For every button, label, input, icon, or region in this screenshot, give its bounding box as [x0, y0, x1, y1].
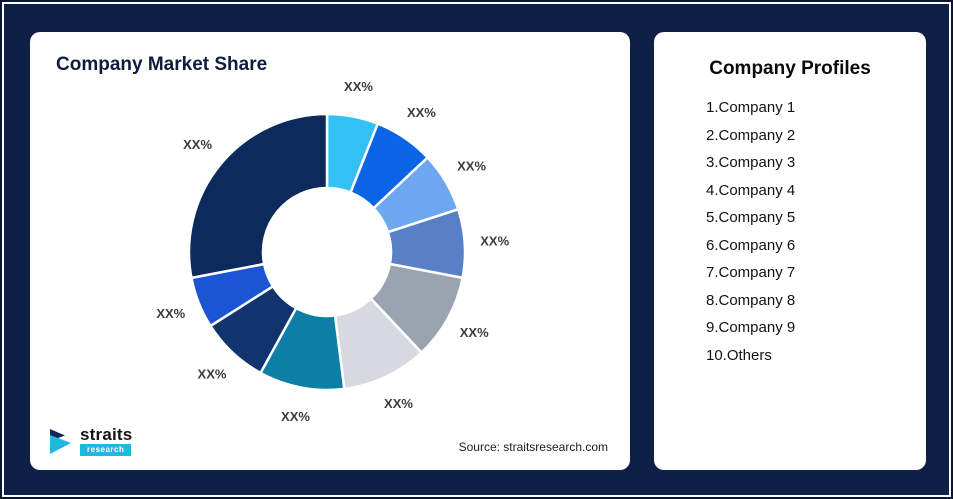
- logo-subtitle: research: [80, 444, 132, 456]
- company-profile-item: 7.Company 7: [706, 264, 796, 281]
- segment-label-1: XX%: [344, 79, 373, 94]
- segment-label-3: XX%: [457, 159, 486, 174]
- segment-label-10: XX%: [183, 137, 212, 152]
- market-share-card: Company Market Share XX% XX% XX% XX% XX% XX% X…: [30, 32, 630, 470]
- source-text: Source: straitsresearch.com: [458, 440, 608, 454]
- logo-brand: straits: [80, 425, 133, 444]
- company-profile-item: 6.Company 6: [706, 236, 796, 254]
- segment-label-8: XX%: [198, 367, 227, 382]
- segment-label-2: XX%: [407, 105, 436, 120]
- company-profile-item: 2.Company 2: [706, 126, 796, 144]
- company-profile-item: 10.Others: [706, 346, 772, 364]
- straits-research-logo: straits research: [50, 426, 132, 456]
- segment-label-4: XX%: [480, 234, 509, 249]
- company-profile-item: 3.Company 3: [706, 154, 796, 171]
- company-profile-item: 8.Company 8: [706, 291, 796, 309]
- company-profiles-card: Company Profiles 1.Company 1 2.Company 2 3…: [654, 32, 926, 470]
- company-profiles-list: 1.Company 1 2.Company 2 3.Company 3 4.Compa…: [654, 94, 926, 369]
- segment-label-7: XX%: [281, 409, 310, 424]
- straits-logo-icon: [50, 429, 71, 454]
- company-profile-item: 4.Company 4: [706, 181, 796, 199]
- logo-text: straits research: [80, 426, 132, 456]
- profiles-title: Company Profiles: [709, 58, 871, 79]
- donut-chart: XX% XX% XX% XX% XX% XX% XX% XX% XX% XX%: [156, 79, 509, 424]
- company-profile-item: 5.Company 5: [706, 209, 796, 226]
- chart-title: Company Market Share: [56, 54, 268, 75]
- company-profile-item: 1.Company 1: [706, 99, 796, 116]
- company-profile-item: 9.Company 9: [706, 319, 796, 336]
- donut-segment-10: [187, 112, 329, 280]
- segment-label-5: XX%: [460, 325, 489, 340]
- segment-label-6: XX%: [384, 396, 413, 411]
- segment-label-9: XX%: [156, 306, 185, 321]
